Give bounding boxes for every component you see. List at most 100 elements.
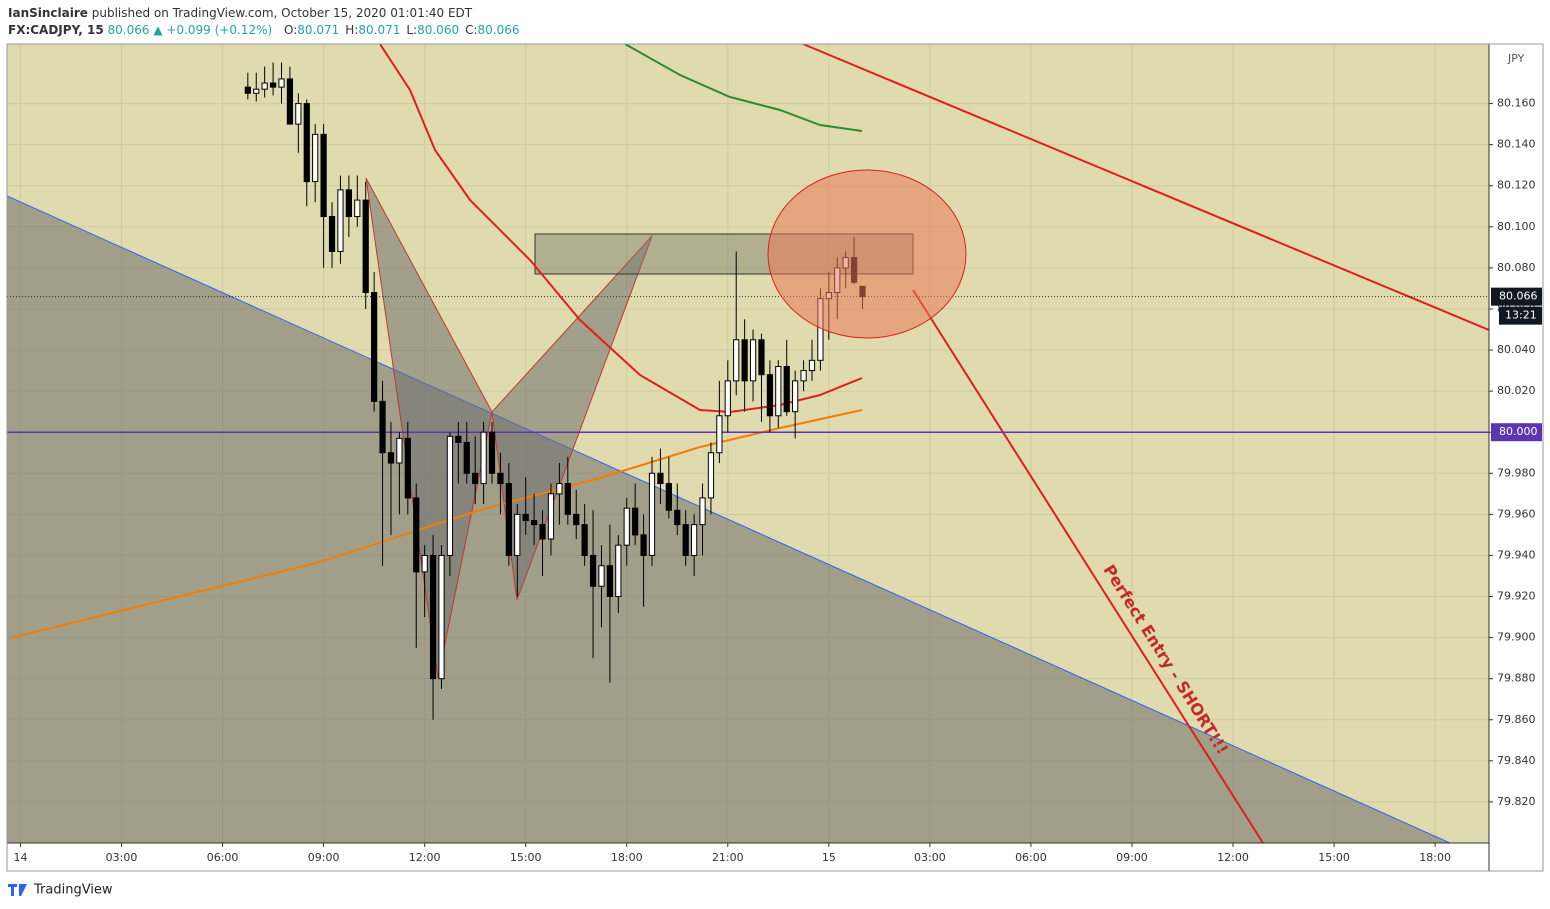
ma-green [624,44,863,132]
candle-body [800,370,807,382]
currency: JPY [1507,52,1525,65]
candles [244,62,866,720]
candle-body [632,507,639,536]
ohlc-value: 80.071 [297,23,339,37]
candle-body [640,534,647,556]
ohlc-key: H: [345,23,358,37]
candle-body [396,437,403,464]
level-label: 80.000 [1499,425,1538,438]
ohlc-value: 80.071 [358,23,400,37]
countdown: 13:21 [1505,309,1537,322]
candle-body [674,509,681,526]
candle-body [665,483,672,511]
candle-body [682,524,689,556]
candle-body [699,497,706,526]
candle-body [707,452,715,499]
y-tick-label: 80.160 [1497,97,1536,110]
candle-body [564,483,571,515]
candle-body [404,437,411,499]
candle-body [354,199,361,218]
candle-body [539,524,546,540]
published: published on TradingView.com, October 15… [92,6,473,20]
y-tick-label: 79.820 [1497,795,1536,808]
header-line1: IanSinclaire published on TradingView.co… [8,6,473,20]
candle-body [581,524,588,556]
y-tick-label: 80.100 [1497,220,1536,233]
change: ▲ +0.099 (+0.12%) [153,23,272,37]
y-tick-label: 80.140 [1497,138,1536,151]
candle-body [716,415,723,454]
candle-body [295,103,302,125]
candle-body [497,472,504,485]
x-tick-label: 03:00 [106,851,138,864]
y-tick-label: 79.940 [1497,548,1536,561]
author: IanSinclaire [8,6,88,20]
y-tick-label: 80.040 [1497,343,1536,356]
candle-body [429,554,437,680]
trendline-blue [7,195,1451,843]
candle-body [253,88,260,94]
candle-body [312,133,319,183]
candle-body [438,554,445,680]
candle-body [606,565,614,598]
candle-body [724,380,731,417]
candle-body [446,435,454,556]
last-price-box [1491,287,1542,306]
candle-body [379,400,386,454]
y-tick-label: 79.920 [1497,590,1536,603]
candle-body [547,493,555,540]
candle-body [733,339,740,382]
pattern-bcd [491,235,653,601]
candle-body [589,554,597,587]
x-tick-label: 06:00 [1015,851,1047,864]
level-label-box [1491,423,1542,442]
candle-body [320,133,327,218]
candle-body [783,365,790,413]
axis-labels: 80.16080.14080.12080.10080.08080.06080.0… [13,97,1542,864]
last-price-label: 80.066 [1499,290,1538,303]
candle-body [623,507,630,546]
candle-body [387,452,395,464]
symbol: FX:CADJPY, 15 [8,23,104,37]
candle-body [766,374,774,417]
candle-body [244,86,251,94]
y-tick-label: 79.900 [1497,631,1536,644]
candle-body [286,78,294,125]
candle-body [303,103,310,183]
x-tick-label: 15 [822,851,836,864]
x-tick-label: 15:00 [1318,851,1350,864]
levels [7,296,1489,433]
candle-body [657,472,664,485]
y-tick-label: 79.860 [1497,713,1536,726]
frame [6,43,1544,872]
x-tick-label: 21:00 [712,851,744,864]
countdown-box [1499,306,1542,325]
candle-body [505,483,512,556]
trendline-red [802,44,1489,331]
x-tick-label: 06:00 [207,851,239,864]
y-tick-label: 80.020 [1497,384,1536,397]
ma-orange [9,409,863,639]
x-tick-label: 14 [13,851,27,864]
candle-body [371,292,378,402]
candle-body [522,513,529,522]
ohlc-key: O: [284,23,297,37]
candle-body [455,435,462,443]
y-tick-label: 80.120 [1497,179,1536,192]
candle-body [531,520,538,526]
x-tick-label: 03:00 [914,851,946,864]
candle-body [337,189,344,252]
candle-body [488,431,496,474]
candle-body [261,82,268,90]
header-line2: FX:CADJPY, 15 80.066 ▲ +0.099 (+0.12%) O… [8,23,520,37]
target-ellipse [767,169,967,339]
ohlc-value: 80.066 [478,23,520,37]
drawings [7,44,1489,843]
candle-body [421,554,428,573]
x-tick-label: 18:00 [1419,851,1451,864]
time-axis [7,843,1489,871]
candle-body [269,82,277,88]
entry-line [912,289,1264,843]
